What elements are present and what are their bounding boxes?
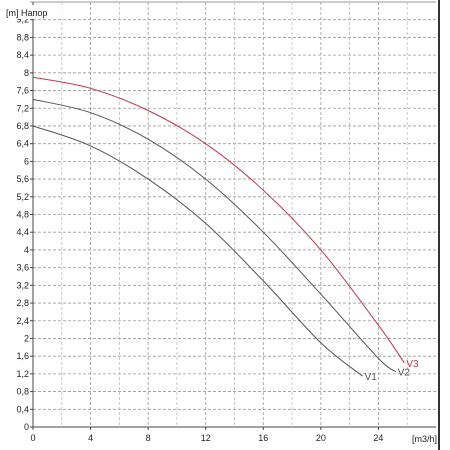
series-line-v3 (32, 76, 405, 364)
series-label-v1: V1 (365, 372, 378, 383)
y-tick-label: 0,4 (16, 404, 29, 414)
x-tick-label: 12 (201, 433, 211, 443)
y-tick-label: 2,8 (16, 298, 29, 308)
y-tick-label: 4,4 (16, 227, 29, 237)
x-tick-label: 0 (30, 433, 35, 443)
x-tick-label: 24 (373, 433, 383, 443)
y-tick-label: 0 (24, 422, 29, 432)
x-tick-label: 8 (146, 433, 151, 443)
y-tick-label: 7,2 (16, 103, 29, 113)
series-line-v2 (32, 98, 397, 373)
y-tick-label: 5,2 (16, 192, 29, 202)
series (32, 76, 405, 377)
y-tick-label: 2,4 (16, 316, 29, 326)
y-tick-label: 2 (24, 333, 29, 343)
x-tick-label: 4 (88, 433, 93, 443)
y-axis-unit: [m] (6, 8, 19, 18)
series-label-v3: V3 (406, 359, 419, 370)
grid (33, 2, 436, 427)
y-tick-label: 6 (24, 156, 29, 166)
x-tick-label: 16 (258, 433, 268, 443)
y-unit-label-bg (2, 5, 62, 19)
y-tick-label: 4,8 (16, 210, 29, 220)
y-tick-label: 9,2 (16, 15, 29, 25)
y-tick-label: 8,8 (16, 32, 29, 42)
y-tick-label: 6,4 (16, 139, 29, 149)
y-tick-label: 5,6 (16, 174, 29, 184)
y-tick-label: 1,6 (16, 351, 29, 361)
series-label-v2: V2 (398, 368, 411, 379)
y-tick-label: 3,6 (16, 263, 29, 273)
y-axis-title: Напор (21, 8, 47, 18)
x-ticks: 0 4 8 12 16 20 24 (30, 427, 383, 443)
series-line-v1 (32, 125, 363, 377)
y-tick-label: 3,2 (16, 280, 29, 290)
x-tick-label: 20 (316, 433, 326, 443)
y-tick-label: 6,8 (16, 121, 29, 131)
y-tick-label: 8,4 (16, 50, 29, 60)
y-ticks: 0 0,4 0,8 1,2 1,6 2 2,4 2,8 3,2 3,6 4 4,4 4,8 5,2 5,6 6… (16, 15, 33, 432)
y-tick-label: 8 (24, 68, 29, 78)
y-tick-label: 0,8 (16, 387, 29, 397)
y-tick-label: 1,2 (16, 369, 29, 379)
x-axis-unit: [m3/h] (412, 434, 437, 444)
y-tick-label: 4 (24, 245, 29, 255)
y-tick-label: 7,6 (16, 86, 29, 96)
